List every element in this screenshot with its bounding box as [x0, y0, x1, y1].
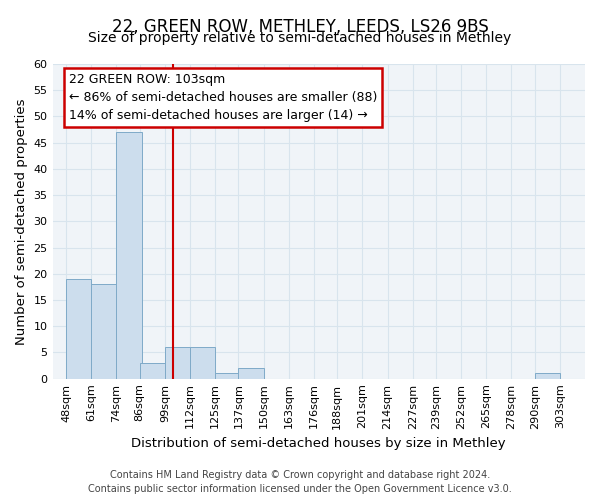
Text: 22 GREEN ROW: 103sqm
← 86% of semi-detached houses are smaller (88)
14% of semi-: 22 GREEN ROW: 103sqm ← 86% of semi-detac…: [68, 74, 377, 122]
Text: Size of property relative to semi-detached houses in Methley: Size of property relative to semi-detach…: [88, 31, 512, 45]
Bar: [66, 279, 91, 378]
Text: 22, GREEN ROW, METHLEY, LEEDS, LS26 9BS: 22, GREEN ROW, METHLEY, LEEDS, LS26 9BS: [112, 18, 488, 36]
Y-axis label: Number of semi-detached properties: Number of semi-detached properties: [15, 98, 28, 344]
Bar: [238, 368, 263, 378]
Bar: [91, 284, 116, 378]
Bar: [215, 374, 241, 378]
Bar: [116, 132, 142, 378]
Text: Contains HM Land Registry data © Crown copyright and database right 2024.
Contai: Contains HM Land Registry data © Crown c…: [88, 470, 512, 494]
Bar: [535, 374, 560, 378]
Bar: [165, 347, 190, 378]
X-axis label: Distribution of semi-detached houses by size in Methley: Distribution of semi-detached houses by …: [131, 437, 506, 450]
Bar: [190, 347, 215, 378]
Bar: [140, 363, 165, 378]
